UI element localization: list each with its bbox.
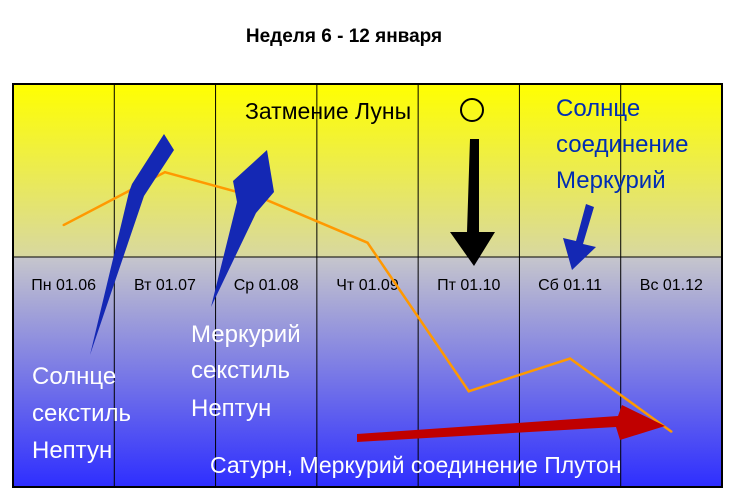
x-tick-label: Вт 01.07	[134, 277, 196, 294]
lower-panel	[13, 257, 722, 487]
pluto-arrow-icon	[357, 405, 665, 442]
x-tick-label: Чт 01.09	[336, 277, 399, 294]
data-point	[568, 357, 572, 360]
pluto-label: Сатурн, Меркурий соединение Плутон	[210, 452, 621, 478]
sun-sextile-label-1: Солнце	[32, 363, 116, 390]
sun-mercury-label-1: Солнце	[556, 95, 640, 122]
mercury-sextile-label-1: Меркурий	[191, 321, 301, 348]
sun-sextile-label-3: Нептун	[32, 437, 112, 464]
x-tick-label: Пн 01.06	[31, 277, 96, 294]
eclipse-label: Затмение Луны	[245, 98, 411, 124]
data-point	[467, 390, 470, 393]
x-tick-label: Ср 01.08	[234, 277, 299, 294]
data-point	[163, 170, 167, 174]
plot-frame	[12, 83, 723, 488]
x-tick-label: Пт 01.10	[437, 277, 500, 294]
mercury-sextile-label-2: секстиль	[191, 357, 290, 384]
sun-mercury-label-2: соединение	[556, 131, 688, 158]
sun-sextile-arrow-icon	[90, 134, 174, 355]
sun-mercury-arrow-icon	[563, 204, 596, 270]
sun-sextile-label-2: секстиль	[32, 400, 131, 427]
eclipse-arrow-icon	[450, 139, 495, 266]
x-tick-label: Вс 01.12	[640, 277, 703, 294]
mercury-sextile-label-3: Нептун	[191, 395, 271, 422]
data-point	[366, 241, 369, 244]
x-tick-label: Сб 01.11	[538, 277, 602, 294]
chart-title: Неделя 6 - 12 января	[245, 26, 443, 47]
sun-mercury-label-3: Меркурий	[556, 167, 666, 194]
mercury-sextile-arrow-icon	[211, 150, 274, 307]
data-point	[670, 430, 673, 433]
data-point	[62, 223, 65, 227]
moon-icon	[460, 98, 484, 122]
